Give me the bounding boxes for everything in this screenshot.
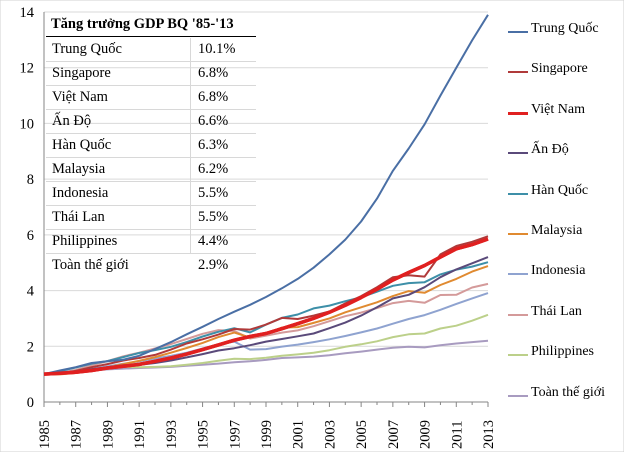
legend-label: Việt Nam — [531, 101, 585, 117]
legend-swatch — [508, 31, 528, 33]
legend-item: Trung Quốc — [504, 20, 622, 40]
growth-value: 6.3% — [198, 137, 229, 153]
country-name: Việt Nam — [52, 89, 108, 105]
table-row: Thái Lan 5.5% — [46, 206, 256, 230]
x-tick-label: 2011 — [449, 421, 465, 449]
y-tick-label: 14 — [20, 5, 35, 21]
legend-label: Malaysia — [531, 223, 583, 238]
legend-item: Philippines — [504, 343, 622, 363]
table-row: Philippines 4.4% — [46, 230, 256, 254]
growth-table: Trung Quốc 10.1% Singapore 6.8% Việt Nam 6.… — [46, 38, 256, 277]
legend-item: Hàn Quốc — [504, 182, 622, 202]
legend-label: Philippines — [531, 344, 595, 360]
legend-swatch — [508, 111, 528, 115]
y-tick-label: 8 — [27, 172, 34, 188]
x-tick-label: 1987 — [69, 420, 85, 449]
legend-label: Thái Lan — [531, 303, 582, 319]
country-name: Hàn Quốc — [52, 137, 112, 153]
x-tick-label: 2009 — [418, 420, 434, 449]
legend-swatch — [508, 152, 528, 155]
series-line — [43, 339, 489, 376]
x-tick-label: 1997 — [227, 420, 243, 449]
growth-value: 6.8% — [198, 89, 229, 105]
series-line-highlight — [43, 237, 489, 376]
legend-swatch — [508, 354, 528, 357]
table-title: Tăng trưởng GDP BQ '85-'13 — [51, 16, 234, 32]
x-tick-label: 1991 — [132, 420, 148, 449]
country-name: Indonesia — [52, 185, 109, 201]
x-tick-label: 2003 — [322, 420, 338, 449]
country-name: Ấn Độ — [52, 113, 92, 129]
legend-swatch — [508, 71, 528, 74]
table-row: Indonesia 5.5% — [46, 182, 256, 206]
table-row: Ấn Độ 6.6% — [46, 110, 256, 134]
y-tick-label: 0 — [27, 395, 34, 411]
table-column-divider — [190, 38, 191, 254]
legend-swatch — [508, 394, 528, 397]
growth-value: 6.2% — [198, 161, 229, 177]
table-title-divider — [46, 36, 256, 37]
legend-swatch — [508, 313, 528, 316]
table-row: Toàn thế giới 2.9% — [46, 254, 256, 277]
legend-item: Toàn thế giới — [504, 384, 622, 404]
country-name: Thái Lan — [52, 209, 105, 225]
country-name: Philippines — [52, 233, 118, 249]
legend-swatch — [508, 233, 528, 235]
legend-swatch — [508, 192, 528, 195]
series-line — [43, 235, 489, 376]
country-name: Toàn thế giới — [52, 257, 129, 273]
y-tick-label: 6 — [27, 228, 34, 244]
growth-value: 5.5% — [198, 185, 229, 201]
legend-label: Ấn Độ — [531, 142, 569, 158]
table-row: Việt Nam 6.8% — [46, 86, 256, 110]
growth-value: 2.9% — [198, 257, 229, 273]
x-tick-label: 2013 — [481, 420, 497, 449]
legend-label: Toàn thế giới — [531, 384, 606, 400]
x-tick-label: 1985 — [37, 420, 53, 449]
y-tick-label: 10 — [20, 116, 35, 132]
y-tick-label: 12 — [20, 61, 35, 77]
legend-label: Hàn Quốc — [531, 182, 589, 198]
table-row: Malaysia 6.2% — [46, 158, 256, 182]
x-tick-label: 2005 — [354, 420, 370, 449]
x-tick-label: 1999 — [259, 420, 275, 449]
legend-item: Singapore — [504, 60, 622, 80]
legend-item: Việt Nam — [504, 101, 622, 121]
legend-label: Indonesia — [531, 263, 586, 279]
growth-value: 4.4% — [198, 233, 229, 249]
legend-swatch — [508, 273, 528, 276]
growth-value: 6.6% — [198, 113, 229, 129]
legend-label: Trung Quốc — [531, 21, 599, 36]
legend-item: Malaysia — [504, 222, 622, 242]
legend-item: Ấn Độ — [504, 141, 622, 161]
x-tick-label: 1993 — [164, 420, 180, 449]
country-name: Malaysia — [52, 161, 106, 177]
x-tick-label: 2001 — [291, 420, 307, 449]
legend-label: Singapore — [531, 61, 588, 77]
table-row: Singapore 6.8% — [46, 62, 256, 86]
series-line — [43, 14, 489, 376]
growth-value: 10.1% — [198, 41, 236, 57]
table-row: Trung Quốc 10.1% — [46, 38, 256, 62]
x-tick-label: 1989 — [100, 420, 116, 449]
y-tick-label: 2 — [27, 339, 34, 355]
country-name: Singapore — [52, 65, 111, 81]
x-tick-label: 2007 — [386, 420, 402, 449]
growth-value: 5.5% — [198, 209, 229, 225]
legend-item: Thái Lan — [504, 303, 622, 323]
country-name: Trung Quốc — [52, 41, 122, 57]
legend-item: Indonesia — [504, 262, 622, 282]
x-tick-label: 1995 — [196, 420, 212, 449]
table-row: Hàn Quốc 6.3% — [46, 134, 256, 158]
y-tick-label: 4 — [27, 284, 35, 300]
growth-value: 6.8% — [198, 65, 229, 81]
